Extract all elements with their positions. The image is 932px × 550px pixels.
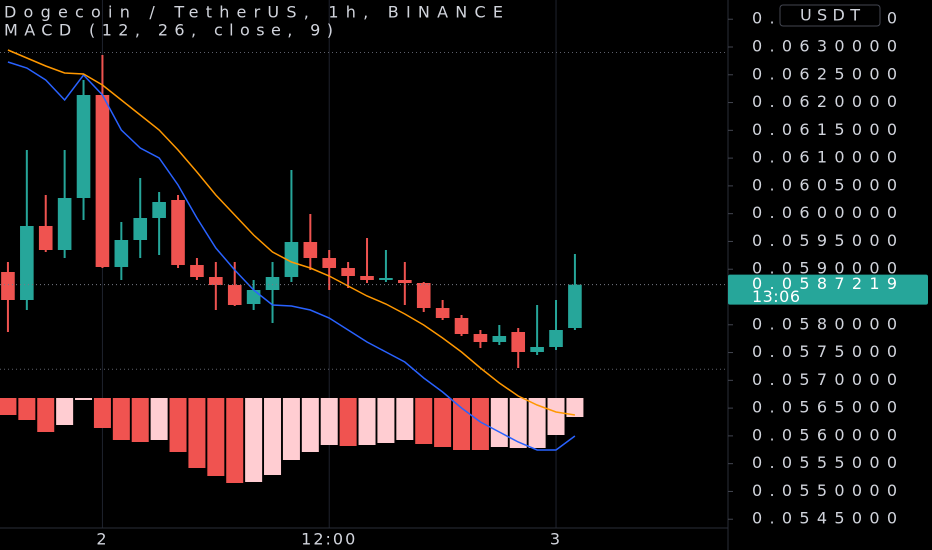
histogram-bar: [358, 398, 376, 445]
histogram-bar: [320, 398, 338, 445]
histogram-bar: [169, 398, 187, 452]
histogram-bar: [453, 398, 471, 450]
y-tick-label: 0.0560000: [752, 425, 897, 444]
y-tick-label: 0.0595000: [752, 231, 897, 250]
histogram-bar: [547, 398, 565, 435]
candle-body: [38, 226, 53, 250]
candle-body: [435, 308, 450, 318]
histogram-bar: [415, 398, 433, 444]
signal-line: [7, 49, 576, 416]
candle-body: [152, 202, 166, 218]
candle-body: [360, 276, 374, 280]
candle-body: [398, 280, 412, 283]
y-tick-label: 0.0600000: [752, 203, 897, 222]
macd-line: [7, 61, 576, 451]
histogram-bar: [245, 398, 263, 482]
y-tick-label: 0.0620000: [752, 92, 897, 111]
histogram-bar: [131, 398, 149, 442]
countdown-label: 13:06: [752, 287, 800, 306]
y-tick-label: 0.0630000: [752, 37, 897, 56]
histogram-bar: [566, 398, 584, 417]
currency-box: [779, 4, 881, 27]
histogram-bar: [509, 398, 527, 448]
histogram-bar: [150, 398, 168, 440]
candle-body: [568, 284, 582, 328]
candle-body: [303, 242, 318, 258]
x-tick-label: 2: [96, 530, 108, 549]
candle-body: [284, 242, 299, 277]
histogram-bar: [226, 398, 244, 483]
histogram-bar: [528, 398, 546, 448]
histogram-bar: [75, 398, 93, 400]
histogram-bar: [434, 398, 452, 447]
candle-body: [549, 330, 563, 347]
histogram-bar: [471, 398, 489, 450]
candle-body: [227, 285, 242, 305]
histogram-bar: [490, 398, 508, 447]
y-tick-label: 0.0615000: [752, 120, 897, 139]
candle-body: [114, 240, 129, 267]
histogram-bar: [282, 398, 300, 460]
candle-body: [133, 218, 148, 240]
chart-title: Dogecoin / TetherUS, 1h, BINANCE: [4, 3, 503, 22]
histogram-bar: [18, 398, 36, 420]
y-tick-label: 0.0590000: [752, 259, 897, 278]
candle-body: [57, 198, 72, 250]
candle-body: [171, 200, 185, 265]
histogram-bar: [339, 398, 357, 446]
y-tick-label: 0.0570000: [752, 370, 897, 389]
candle-body: [379, 278, 393, 280]
candle-body: [341, 268, 355, 276]
x-tick-label: 3: [550, 530, 562, 549]
y-tick-label: 0.0545000: [752, 509, 897, 528]
y-tick-label: 0.0580000: [752, 314, 897, 333]
histogram-bar: [377, 398, 395, 443]
histogram-bar: [301, 398, 319, 452]
candle-body: [246, 290, 261, 304]
histogram-bar: [112, 398, 130, 440]
candle-body: [190, 265, 204, 277]
y-tick-label: 0.0550000: [752, 481, 897, 500]
candle-body: [322, 258, 337, 268]
candle-body: [1, 272, 15, 300]
candle-body: [511, 332, 526, 352]
histogram-bar: [188, 398, 206, 468]
candle-body: [530, 347, 544, 352]
y-tick-label: 0.0605000: [752, 175, 897, 194]
candle-body: [454, 318, 469, 334]
y-tick-label: 0.0625000: [752, 64, 897, 83]
indicator-label: MACD (12, 26, close, 9): [4, 21, 333, 40]
y-tick-label: 0.0555000: [752, 453, 897, 472]
histogram-bar: [207, 398, 225, 476]
histogram-bar: [396, 398, 414, 440]
candle-body: [95, 95, 110, 267]
y-tick-label: 0.0565000: [752, 398, 897, 417]
y-tick-label: 0.0575000: [752, 342, 897, 361]
last-price-label: 0.0587219: [752, 274, 897, 293]
y-tick-label: 0.0610000: [752, 148, 897, 167]
histogram-bar: [93, 398, 111, 428]
histogram-bar: [0, 398, 17, 415]
candle-body: [209, 277, 223, 285]
candle-body: [20, 226, 34, 300]
candle-body: [492, 336, 507, 342]
candle-body: [473, 334, 488, 342]
candle-body: [416, 283, 431, 308]
x-tick-label: 12:00: [301, 530, 357, 549]
histogram-bar: [264, 398, 282, 475]
candle-body: [76, 95, 91, 198]
last-price-box: [728, 274, 928, 305]
histogram-bar: [37, 398, 55, 432]
plot-area: [0, 0, 728, 528]
histogram-bar: [56, 398, 74, 425]
candle-body: [265, 277, 280, 290]
